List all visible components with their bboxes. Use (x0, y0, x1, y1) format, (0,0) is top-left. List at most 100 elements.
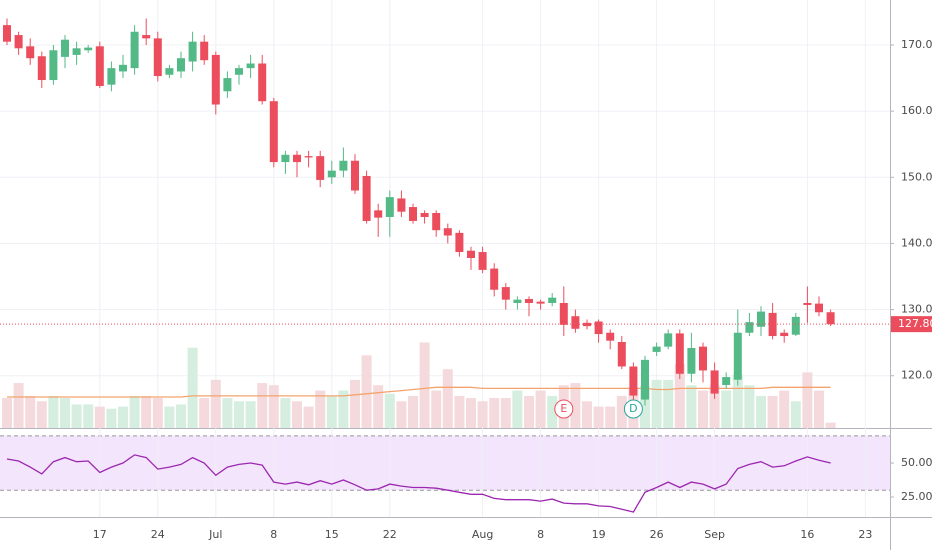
candle-body (826, 312, 835, 325)
candle-body (327, 170, 336, 178)
candle-body (745, 322, 754, 333)
candle-body (432, 213, 441, 231)
volume-bar (234, 401, 244, 428)
volume-bar (350, 379, 360, 428)
candle-body (107, 68, 116, 85)
volume-bar (268, 385, 279, 428)
volume-bar (686, 385, 697, 428)
candle-body (304, 156, 313, 158)
volume-bar (698, 390, 708, 428)
candle-body (768, 312, 777, 337)
volume-bar (570, 383, 581, 428)
volume-bar (152, 398, 163, 428)
volume-bar (210, 379, 221, 428)
event-label: D (629, 402, 637, 415)
volume-bar (512, 390, 523, 428)
candle-body (246, 63, 255, 69)
candle-body (235, 68, 243, 75)
volume-bar (315, 390, 326, 428)
candle-body (188, 41, 197, 62)
x-tick-label: 23 (858, 528, 872, 541)
volume-bar (292, 401, 302, 428)
x-tick-label: 8 (537, 528, 544, 541)
volume-bar (732, 374, 743, 428)
candle-body (316, 156, 325, 180)
candle-body (629, 366, 638, 396)
candle-body (501, 287, 510, 300)
candle-body (14, 35, 23, 49)
volume-bar (524, 395, 534, 428)
candle-body (664, 333, 673, 347)
rsi-tick-label: 25.00 (901, 490, 932, 503)
volume-bar (408, 395, 418, 428)
candle-body (61, 39, 69, 57)
volume-bar (767, 395, 778, 428)
candle-body (281, 154, 290, 163)
candle-body (617, 342, 626, 367)
candle-body (37, 56, 46, 81)
candle-body (165, 68, 174, 75)
candle-body (803, 302, 812, 305)
volume-bar (245, 401, 256, 428)
volume-bar (384, 393, 395, 428)
volume-bar (94, 406, 105, 428)
volume-bar (814, 390, 824, 428)
volume-bar (721, 390, 732, 428)
volume-bar (825, 422, 836, 428)
event-label: E (560, 402, 567, 415)
candle-body (142, 35, 151, 39)
x-tick-label: 15 (325, 528, 339, 541)
volume-bar (373, 385, 384, 428)
candle-body (722, 377, 731, 386)
volume-bar (71, 404, 82, 428)
candle-body (385, 197, 394, 217)
x-tick-label: Jul (208, 528, 222, 541)
x-tick-label: 22 (383, 528, 397, 541)
rsi-band (0, 435, 890, 491)
candle-body (780, 332, 789, 337)
candle-body (351, 160, 359, 191)
candle-body (397, 198, 406, 212)
volume-bar (176, 404, 186, 428)
volume-bar (790, 401, 801, 428)
y-tick-label: 140.00 (901, 236, 932, 249)
volume-bar (129, 395, 140, 428)
volume-bar (779, 390, 790, 428)
candle-body (791, 316, 800, 335)
candle-body (119, 64, 127, 72)
candle-body (687, 347, 696, 374)
volume-bar (338, 390, 349, 428)
volume-ma-line (7, 386, 831, 398)
volume-bar (303, 406, 314, 428)
x-tick-label: 8 (270, 528, 277, 541)
volume-bar (744, 385, 755, 428)
candle-body (409, 207, 417, 221)
volume-bar (83, 404, 94, 428)
volume-bar (48, 395, 59, 428)
x-tick-label: 17 (93, 528, 107, 541)
volume-bar (361, 355, 372, 428)
candle-body (49, 50, 58, 81)
x-tick-label: 26 (650, 528, 664, 541)
candle-body (211, 54, 220, 105)
candle-body (467, 250, 475, 258)
volume-bar (13, 383, 24, 428)
volume-bar (442, 369, 453, 428)
last-price-box (891, 316, 932, 333)
x-tick-label: Aug (472, 528, 493, 541)
y-tick-label: 160.00 (901, 104, 932, 117)
volume-bar (2, 398, 12, 428)
volume-bar (199, 398, 210, 428)
volume-bar (500, 398, 511, 428)
volume-bar (593, 406, 604, 428)
candle-body (513, 299, 522, 303)
candle-body (26, 46, 35, 59)
candle-body (594, 321, 603, 335)
volume-bar (640, 385, 650, 428)
volume-bar (454, 395, 465, 428)
candle-body (571, 316, 580, 329)
rsi-line (6, 454, 831, 513)
candle-body (548, 297, 557, 303)
candle-body (293, 154, 301, 163)
volume-bar (674, 363, 685, 428)
